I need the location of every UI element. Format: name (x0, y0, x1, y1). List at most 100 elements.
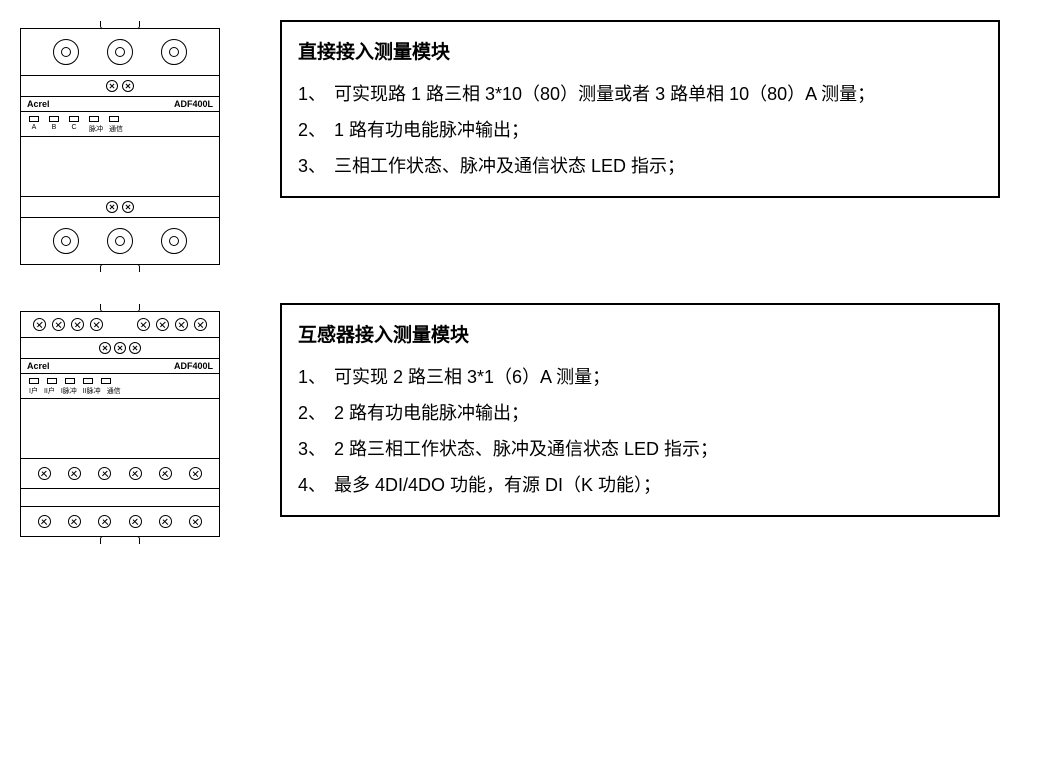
led-labels: I户 II户 I脉冲 II脉冲 通信 (29, 386, 211, 396)
brand-row: Acrel ADF400L (21, 97, 219, 112)
screw-icon (38, 515, 51, 528)
divider (21, 489, 219, 507)
top-screw-section (21, 312, 219, 338)
screw-icon (99, 342, 111, 354)
item-number: 4、 (298, 467, 334, 503)
screw-row (29, 465, 211, 482)
rail-clip (100, 264, 140, 272)
screw-icon (71, 318, 84, 331)
desc-item: 2、 2 路有功电能脉冲输出； (298, 395, 982, 431)
led-label: 通信 (107, 386, 121, 396)
big-terminals (29, 224, 211, 258)
top-terminal-section (21, 29, 219, 76)
module-row-1: Acrel ADF400L A B C 脉冲 通信 (20, 20, 1026, 273)
screw-icon (159, 467, 172, 480)
module-row-2: Acrel ADF400L I户 II户 I脉冲 II脉冲 通信 (20, 303, 1026, 545)
terminal-circle (53, 39, 79, 65)
screw-icon (137, 318, 150, 331)
led-label: I户 (29, 386, 38, 396)
led-label: 通信 (109, 124, 119, 134)
led-section: I户 II户 I脉冲 II脉冲 通信 (21, 374, 219, 399)
desc-item: 3、 2 路三相工作状态、脉冲及通信状态 LED 指示； (298, 431, 982, 467)
led-icon (109, 116, 119, 122)
screw-pair-section (21, 197, 219, 218)
rail-clip (100, 536, 140, 544)
model-label: ADF400L (174, 99, 213, 109)
bottom-rail (20, 264, 220, 272)
led-label: II户 (44, 386, 55, 396)
brand-row: Acrel ADF400L (21, 359, 219, 374)
screw-icon (68, 467, 81, 480)
screw-icon (90, 318, 103, 331)
screw-icon (194, 318, 207, 331)
device-diagram-ct: Acrel ADF400L I户 II户 I脉冲 II脉冲 通信 (20, 303, 220, 545)
model-label: ADF400L (174, 361, 213, 371)
item-text: 最多 4DI/4DO 功能，有源 DI（K 功能）； (334, 467, 982, 503)
blank-panel (21, 137, 219, 197)
device-body: Acrel ADF400L A B C 脉冲 通信 (20, 28, 220, 265)
screw-icon (122, 80, 134, 92)
desc-title: 互感器接入测量模块 (298, 317, 982, 355)
screw-icon (129, 342, 141, 354)
led-label: A (29, 124, 39, 134)
led-indicators (29, 116, 211, 122)
led-icon (29, 116, 39, 122)
desc-item: 1、 可实现路 1 路三相 3*10（80）测量或者 3 路单相 10（80）A… (298, 76, 982, 112)
screw-row-split (29, 318, 211, 331)
led-section: A B C 脉冲 通信 (21, 112, 219, 137)
terminal-circle (107, 228, 133, 254)
item-text: 2 路三相工作状态、脉冲及通信状态 LED 指示； (334, 431, 982, 467)
led-icon (47, 378, 57, 384)
terminal-circle (53, 228, 79, 254)
bottom-screw-section-2 (21, 507, 219, 536)
screw-icon (98, 515, 111, 528)
screw-icon (156, 318, 169, 331)
led-icon (49, 116, 59, 122)
screw-icon (175, 318, 188, 331)
item-text: 1 路有功电能脉冲输出； (334, 112, 982, 148)
led-labels: A B C 脉冲 通信 (29, 124, 211, 134)
terminal-circle (107, 39, 133, 65)
led-label: 脉冲 (89, 124, 99, 134)
item-number: 3、 (298, 431, 334, 467)
screw-icon (106, 201, 118, 213)
item-text: 可实现路 1 路三相 3*10（80）测量或者 3 路单相 10（80）A 测量… (334, 76, 982, 112)
bottom-screw-section-1 (21, 459, 219, 489)
led-icon (69, 116, 79, 122)
description-box-1: 直接接入测量模块 1、 可实现路 1 路三相 3*10（80）测量或者 3 路单… (280, 20, 1000, 198)
item-text: 可实现 2 路三相 3*1（6）A 测量； (334, 359, 982, 395)
screw-pair (29, 201, 211, 213)
desc-title: 直接接入测量模块 (298, 34, 982, 72)
led-label: C (69, 124, 79, 134)
screw-icon (33, 318, 46, 331)
desc-item: 4、 最多 4DI/4DO 功能，有源 DI（K 功能）； (298, 467, 982, 503)
screw-icon (189, 467, 202, 480)
description-box-2: 互感器接入测量模块 1、 可实现 2 路三相 3*1（6）A 测量； 2、 2 … (280, 303, 1000, 517)
blank-panel (21, 399, 219, 459)
screw-icon (38, 467, 51, 480)
led-label: I脉冲 (61, 386, 77, 396)
triple-screws (29, 342, 211, 354)
brand-label: Acrel (27, 99, 50, 109)
desc-item: 3、 三相工作状态、脉冲及通信状态 LED 指示； (298, 148, 982, 184)
item-text: 2 路有功电能脉冲输出； (334, 395, 982, 431)
triple-screw-section (21, 338, 219, 359)
desc-item: 1、 可实现 2 路三相 3*1（6）A 测量； (298, 359, 982, 395)
item-number: 1、 (298, 359, 334, 395)
screw-row (29, 513, 211, 530)
screw-icon (129, 467, 142, 480)
led-icon (101, 378, 111, 384)
desc-list: 1、 可实现路 1 路三相 3*10（80）测量或者 3 路单相 10（80）A… (298, 76, 982, 184)
led-indicators (29, 378, 211, 384)
screw-icon (159, 515, 172, 528)
screw-icon (68, 515, 81, 528)
led-icon (29, 378, 39, 384)
screw-icon (122, 201, 134, 213)
device-diagram-direct: Acrel ADF400L A B C 脉冲 通信 (20, 20, 220, 273)
led-icon (83, 378, 93, 384)
desc-list: 1、 可实现 2 路三相 3*1（6）A 测量； 2、 2 路有功电能脉冲输出；… (298, 359, 982, 503)
led-icon (89, 116, 99, 122)
screw-icon (106, 80, 118, 92)
screw-pair (29, 80, 211, 92)
terminal-circle (161, 39, 187, 65)
